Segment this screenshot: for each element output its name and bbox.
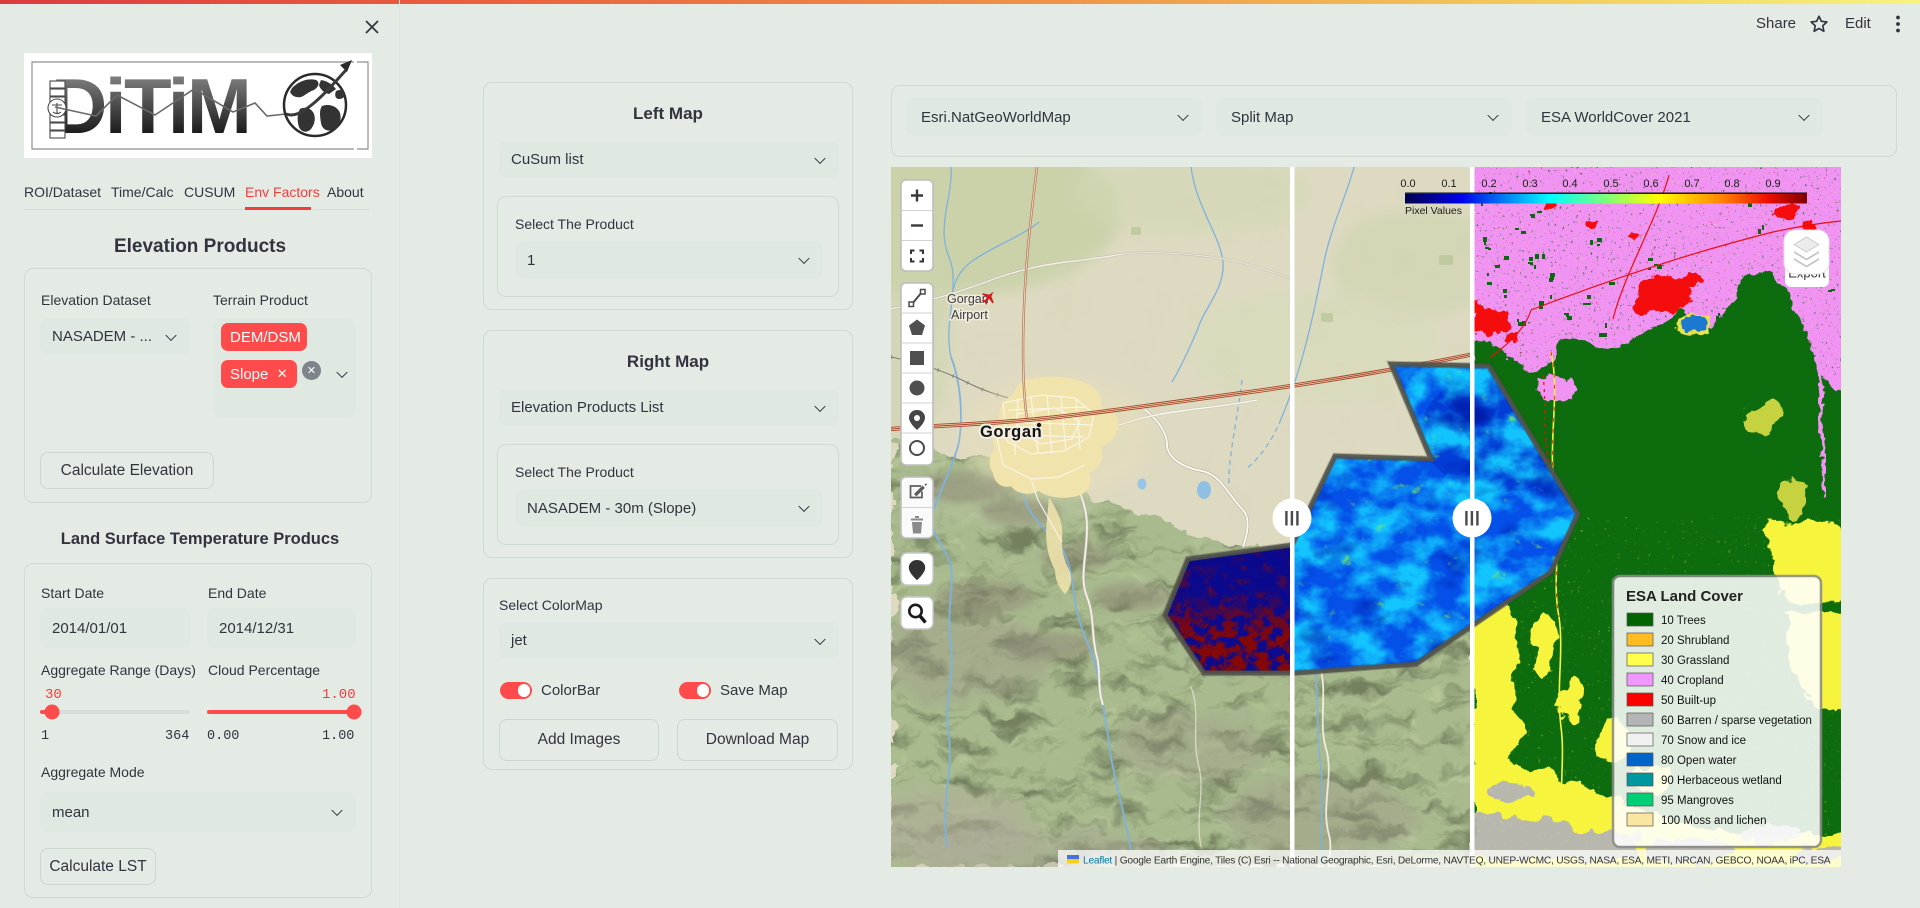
svg-text:Gorgan: Gorgan xyxy=(947,292,989,306)
svg-text:Pixel Values: Pixel Values xyxy=(1405,205,1462,217)
svg-text:10 Trees: 10 Trees xyxy=(1661,615,1706,627)
svg-text:0.4: 0.4 xyxy=(1562,178,1577,190)
svg-text:40 Cropland: 40 Cropland xyxy=(1661,675,1724,687)
svg-text:DiTiM: DiTiM xyxy=(51,62,249,150)
svg-text:50 Built-up: 50 Built-up xyxy=(1661,695,1716,707)
svg-text:Airport: Airport xyxy=(951,308,988,322)
svg-text:90 Herbaceous wetland: 90 Herbaceous wetland xyxy=(1661,775,1782,787)
svg-text:0.3: 0.3 xyxy=(1522,178,1537,190)
svg-text:0.0: 0.0 xyxy=(1400,178,1415,190)
svg-text:80 Open water: 80 Open water xyxy=(1661,755,1737,767)
svg-text:0.1: 0.1 xyxy=(1441,178,1456,190)
svg-text:30 Grassland: 30 Grassland xyxy=(1661,655,1729,667)
svg-text:100 Moss and lichen: 100 Moss and lichen xyxy=(1661,815,1766,827)
svg-text:Leaflet | Google Earth Engine,: Leaflet | Google Earth Engine, Tiles (C)… xyxy=(1083,856,1831,867)
svg-text:0.9: 0.9 xyxy=(1765,178,1780,190)
svg-text:Gorgan: Gorgan xyxy=(980,423,1042,441)
svg-text:0.2: 0.2 xyxy=(1481,178,1496,190)
svg-text:20 Shrubland: 20 Shrubland xyxy=(1661,635,1729,647)
svg-text:0.5: 0.5 xyxy=(1603,178,1618,190)
svg-text:ESA Land Cover: ESA Land Cover xyxy=(1626,588,1743,605)
svg-text:95 Mangroves: 95 Mangroves xyxy=(1661,795,1734,807)
svg-text:0.7: 0.7 xyxy=(1684,178,1699,190)
svg-text:0.6: 0.6 xyxy=(1643,178,1658,190)
svg-text:0.8: 0.8 xyxy=(1724,178,1739,190)
svg-text:70 Snow and ice: 70 Snow and ice xyxy=(1661,735,1746,747)
svg-text:60 Barren / sparse vegetation: 60 Barren / sparse vegetation xyxy=(1661,715,1812,727)
